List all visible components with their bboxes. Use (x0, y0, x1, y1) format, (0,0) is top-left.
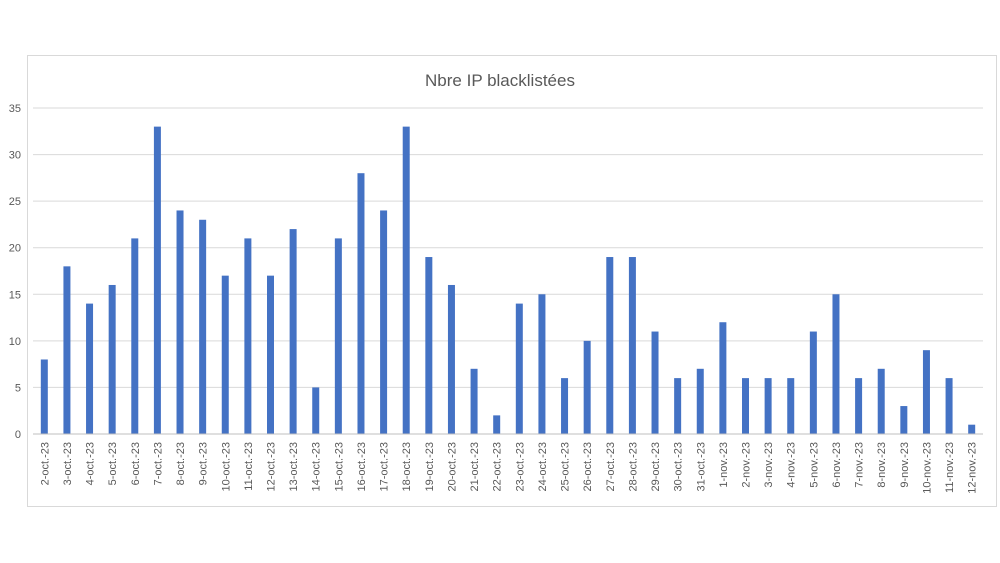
x-tick-label: 10-oct.-23 (220, 442, 232, 492)
y-tick-label: 35 (9, 103, 21, 115)
bar (855, 378, 863, 434)
bar (696, 368, 704, 434)
bar (742, 378, 749, 434)
bar (809, 331, 817, 434)
x-tick-label: 16-oct.-23 (356, 442, 368, 492)
x-tick-label: 25-oct.-23 (560, 442, 572, 492)
x-tick-label: 9-oct.-23 (198, 442, 210, 485)
bar (357, 173, 365, 434)
bar (40, 359, 48, 434)
x-tick-label: 2-oct.-23 (39, 442, 51, 485)
x-tick-label: 24-oct.-23 (537, 442, 549, 492)
bar (267, 275, 274, 434)
y-tick-label: 10 (9, 336, 21, 348)
bar (86, 303, 94, 434)
gridlines (33, 107, 983, 388)
x-tick-label: 18-oct.-23 (401, 442, 413, 492)
x-tick-label: 12-nov.-23 (967, 442, 979, 494)
bar (628, 257, 636, 434)
x-tick-label: 2-nov.-23 (741, 442, 753, 488)
x-tick-label: 4-nov.-23 (786, 442, 798, 488)
bar (515, 303, 523, 434)
x-tick-label: 19-oct.-23 (424, 442, 436, 492)
x-tick-label: 13-oct.-23 (288, 442, 300, 492)
x-tick-label: 9-nov.-23 (899, 442, 911, 488)
x-tick-label: 21-oct.-23 (469, 442, 481, 492)
bar (606, 257, 614, 434)
bar (312, 387, 320, 434)
bar (787, 378, 795, 434)
x-tick-label: 3-oct.-23 (62, 442, 74, 485)
x-tick-label: 5-nov.-23 (808, 442, 820, 488)
x-tick-label: 31-oct.-23 (695, 442, 707, 492)
bar (945, 378, 953, 434)
bar (199, 219, 207, 434)
x-tick-label: 14-oct.-23 (311, 442, 323, 492)
bar (538, 294, 546, 434)
y-tick-label: 30 (9, 150, 21, 162)
x-tick-label: 3-nov.-23 (763, 442, 775, 488)
bars (40, 126, 976, 434)
y-tick-label: 25 (9, 196, 21, 208)
bar (131, 238, 139, 434)
x-tick-label: 12-oct.-23 (266, 442, 278, 492)
bar (402, 126, 410, 434)
bar (470, 368, 478, 434)
x-tick-label: 11-nov.-23 (944, 442, 956, 493)
bar (244, 238, 252, 434)
bar (289, 229, 297, 434)
x-tick-label: 17-oct.-23 (379, 442, 391, 492)
x-tick-label: 6-nov.-23 (831, 442, 843, 488)
bar (877, 368, 885, 434)
bar (832, 294, 840, 434)
bar (63, 266, 71, 434)
y-tick-label: 20 (9, 243, 21, 255)
bar (651, 331, 659, 434)
x-tick-label: 28-oct.-23 (627, 442, 639, 492)
bar (108, 284, 116, 434)
bar (493, 415, 501, 434)
y-tick-label: 0 (15, 429, 21, 441)
bar (380, 210, 388, 434)
bar (719, 322, 727, 434)
x-tick-label: 15-oct.-23 (333, 442, 345, 492)
x-tick-label: 7-nov.-23 (854, 442, 866, 488)
y-tick-label: 15 (9, 289, 21, 301)
x-tick-label: 27-oct.-23 (605, 442, 617, 492)
x-tick-label: 30-oct.-23 (673, 442, 685, 492)
bar (153, 126, 161, 434)
x-tick-label: 11-oct.-23 (243, 442, 255, 491)
x-tick-label: 29-oct.-23 (650, 442, 662, 492)
x-tick-label: 7-oct.-23 (152, 442, 164, 485)
bar (447, 284, 455, 434)
bar (922, 350, 930, 434)
bar (561, 378, 569, 434)
x-tick-label: 26-oct.-23 (582, 442, 594, 492)
bar (674, 378, 682, 434)
x-tick-label: 22-oct.-23 (492, 442, 504, 492)
bar (583, 340, 591, 434)
x-tick-label: 4-oct.-23 (85, 442, 97, 485)
bar (764, 378, 772, 434)
bar (221, 275, 229, 434)
chart-title: Nbre IP blacklistées (425, 71, 575, 90)
bar (334, 238, 342, 434)
x-tick-label: 8-oct.-23 (175, 442, 187, 485)
bar (968, 424, 976, 434)
y-axis-ticks: 0 5 10 15 20 25 30 35 (9, 103, 21, 441)
y-tick-label: 5 (15, 382, 21, 394)
x-tick-label: 6-oct.-23 (130, 442, 142, 485)
bar (425, 257, 433, 434)
x-tick-label: 8-nov.-23 (876, 442, 888, 488)
x-tick-label: 20-oct.-23 (446, 442, 458, 492)
x-axis-ticks: 2-oct.-23 3-oct.-23 4-oct.-23 5-oct.-23 6-oc… (39, 442, 978, 494)
bar (900, 406, 908, 434)
x-tick-label: 10-nov.-23 (921, 442, 933, 494)
x-tick-label: 23-oct.-23 (514, 442, 526, 492)
x-tick-label: 5-oct.-23 (107, 442, 119, 485)
bar (176, 210, 184, 434)
x-tick-label: 1-nov.-23 (718, 442, 730, 488)
